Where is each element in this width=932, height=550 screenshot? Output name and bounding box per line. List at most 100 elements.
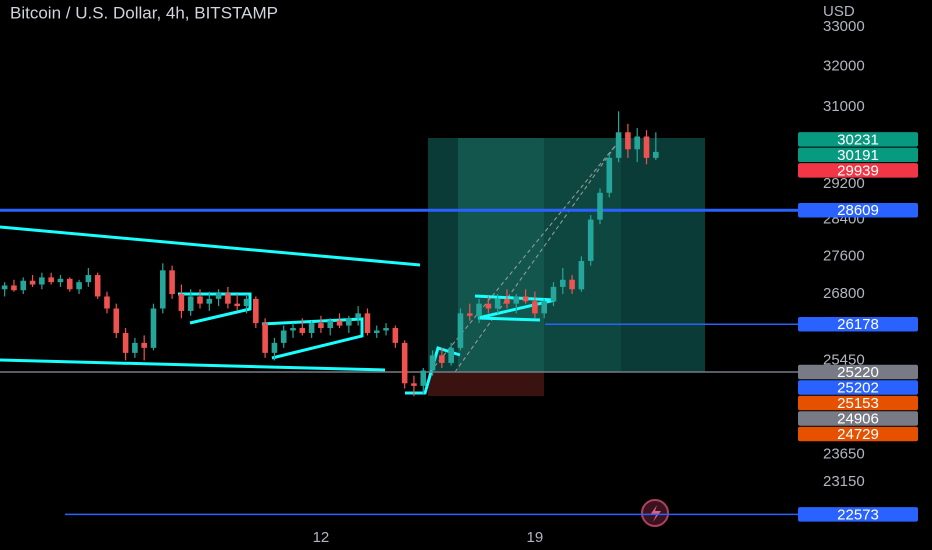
- candle-body: [178, 294, 185, 311]
- price-badge-label: 24906: [837, 411, 879, 428]
- candle-body: [597, 192, 603, 220]
- candle-body: [243, 298, 250, 307]
- price-badge: [798, 426, 918, 442]
- candle-body: [1, 285, 8, 290]
- candle-body: [85, 275, 92, 283]
- candle-body: [346, 318, 352, 326]
- candle-body: [141, 342, 147, 348]
- candle-body: [197, 296, 203, 304]
- candle-body: [466, 313, 473, 316]
- candle-body: [262, 323, 268, 353]
- y-tick-label: 33000: [823, 18, 865, 35]
- candle-body: [541, 301, 547, 314]
- candle-body: [560, 279, 566, 287]
- price-badge-label: 28609: [837, 202, 879, 219]
- candle-body: [132, 342, 138, 353]
- x-tick-label: 19: [527, 529, 544, 546]
- candle-body: [11, 285, 17, 291]
- candle-body: [494, 298, 501, 309]
- candle-body: [383, 328, 389, 331]
- price-badge: [798, 411, 918, 426]
- candle-body: [253, 298, 259, 324]
- candle-body: [476, 303, 482, 316]
- candle-body: [355, 313, 361, 319]
- candle-body: [643, 136, 650, 158]
- candle-body: [150, 308, 157, 348]
- candle-body: [299, 328, 306, 333]
- candle-body: [634, 136, 640, 150]
- candle-body: [169, 270, 175, 295]
- candle-body: [550, 286, 557, 302]
- y-tick-label: 27600: [823, 247, 865, 264]
- chart-title: Bitcoin / U.S. Dollar, 4h, BITSTAMP: [10, 3, 278, 22]
- candle-body: [429, 355, 436, 371]
- candle-body: [336, 320, 343, 326]
- candle-body: [401, 342, 408, 384]
- price-badge: [798, 132, 918, 147]
- price-badge: [798, 316, 918, 332]
- y-tick-label: 23150: [823, 473, 865, 490]
- price-badge: [798, 147, 918, 163]
- price-badge-label: 29939: [837, 162, 879, 179]
- candle-body: [327, 320, 334, 329]
- position-loss-zone: [428, 372, 544, 396]
- price-badge-label: 30191: [837, 147, 879, 164]
- candle-body: [532, 301, 538, 314]
- candle-body: [308, 323, 315, 333]
- candle-body: [411, 383, 417, 386]
- candle-body: [504, 298, 510, 304]
- price-badge: [798, 507, 918, 522]
- candle-body: [392, 328, 399, 343]
- price-badge: [798, 395, 918, 411]
- candle-body: [280, 330, 287, 343]
- candle-body: [364, 313, 371, 333]
- candle-body: [271, 342, 278, 353]
- price-badge-label: 24729: [837, 426, 879, 443]
- candle-body: [457, 313, 464, 348]
- axis-unit: USD: [823, 3, 855, 20]
- candle-body: [48, 277, 54, 283]
- y-tick-label: 31000: [823, 98, 865, 115]
- candle-body: [76, 282, 82, 290]
- candle-body: [39, 277, 45, 285]
- y-tick-label: 26800: [823, 285, 865, 302]
- candle-body: [420, 370, 427, 386]
- price-badge: [798, 380, 918, 395]
- candle-body: [439, 355, 445, 363]
- drawings: [0, 138, 705, 527]
- trend-line: [0, 358, 386, 372]
- position-path: [454, 144, 617, 373]
- candle-body: [187, 296, 194, 311]
- candle-body: [94, 275, 101, 297]
- candle-body: [587, 219, 594, 261]
- y-tick-label: 32000: [823, 57, 865, 74]
- price-badge: [798, 364, 918, 380]
- candle-body: [234, 303, 240, 307]
- position-profit-zone: [458, 138, 544, 372]
- candle-body: [206, 298, 213, 304]
- x-tick-label: 12: [313, 529, 330, 546]
- candle-body: [57, 278, 64, 283]
- y-tick-label: 23650: [823, 446, 865, 463]
- candle-body: [318, 323, 324, 329]
- candle-body: [122, 332, 129, 353]
- candle-body: [20, 280, 27, 291]
- price-badge-label: 25202: [837, 380, 879, 397]
- candle-body: [578, 260, 585, 290]
- candle-body: [653, 151, 659, 158]
- candle-body: [448, 347, 454, 363]
- candle-body: [66, 278, 73, 290]
- lightning-glyph: [650, 505, 661, 522]
- candle-body: [290, 328, 296, 331]
- trend-line: [0, 225, 421, 267]
- y-tick-label: 29200: [823, 175, 865, 192]
- candle-body: [615, 132, 622, 158]
- candle-body: [215, 293, 222, 299]
- price-badge: [798, 163, 918, 178]
- candle-body: [513, 296, 520, 304]
- price-badge-label: 25220: [837, 364, 879, 381]
- price-badge-label: 25153: [837, 395, 879, 412]
- candle-body: [522, 296, 529, 302]
